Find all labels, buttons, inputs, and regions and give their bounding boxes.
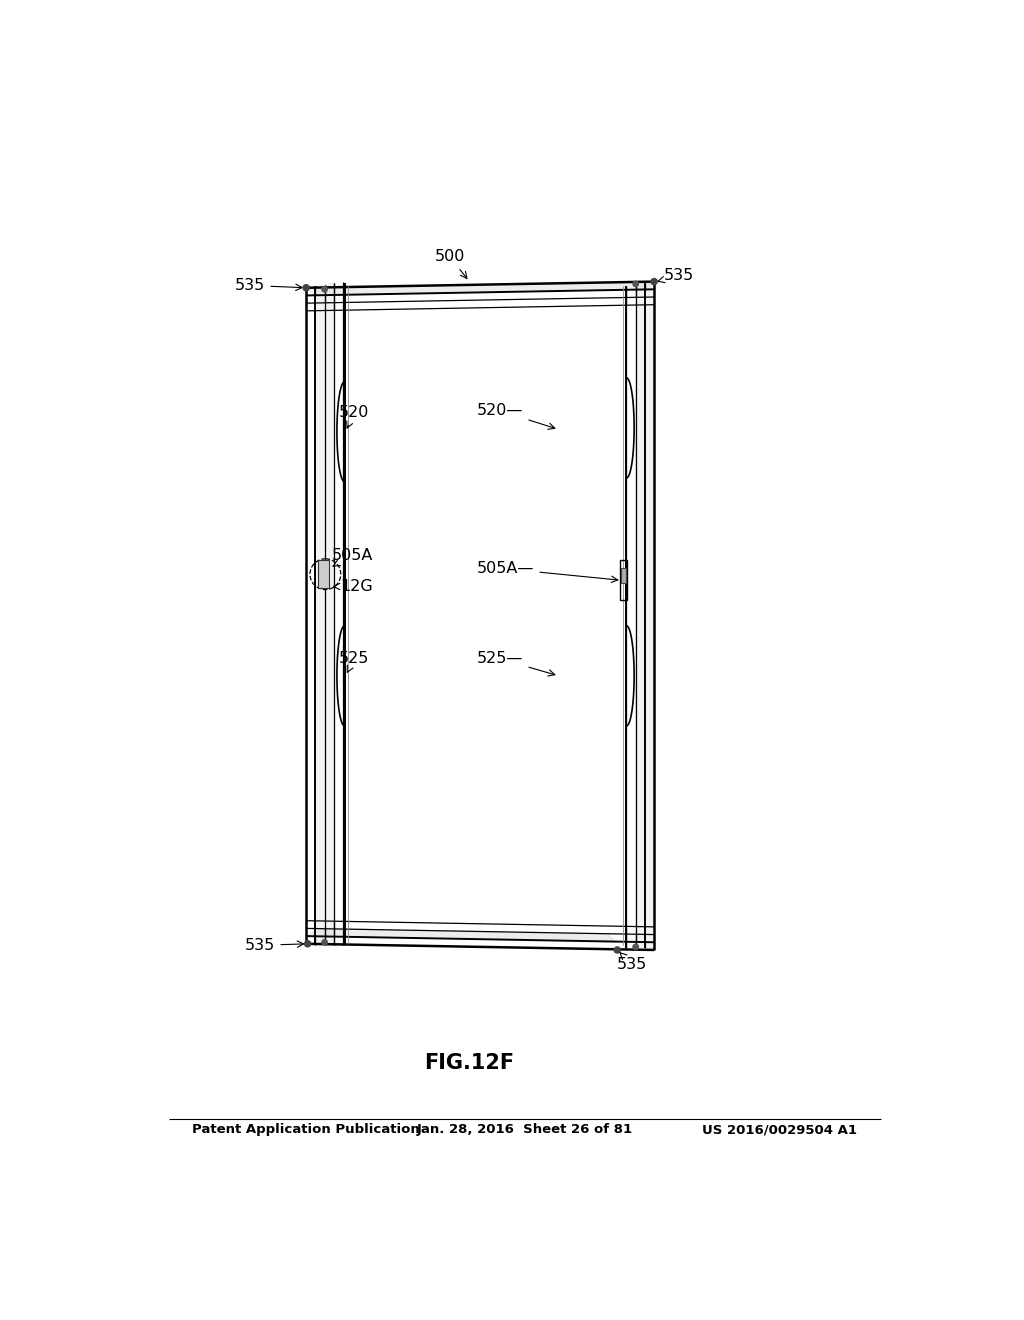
Text: 520—: 520— (477, 404, 555, 429)
Text: 535: 535 (245, 937, 304, 953)
Polygon shape (307, 928, 617, 942)
Polygon shape (636, 281, 654, 950)
Circle shape (304, 941, 310, 946)
Text: 535: 535 (236, 279, 302, 293)
Circle shape (633, 281, 638, 286)
Text: 500: 500 (435, 249, 467, 279)
Text: 525—: 525— (477, 651, 555, 676)
Text: 520: 520 (339, 405, 370, 428)
Text: 12G: 12G (334, 579, 373, 594)
Text: Patent Application Publication: Patent Application Publication (193, 1123, 420, 1137)
Circle shape (322, 940, 328, 945)
Bar (620, 560, 628, 601)
Circle shape (633, 944, 638, 949)
Text: 505A—: 505A— (477, 561, 617, 582)
Text: US 2016/0029504 A1: US 2016/0029504 A1 (702, 1123, 857, 1137)
Text: 505A: 505A (332, 548, 373, 566)
Bar (621, 568, 626, 583)
Circle shape (651, 279, 657, 285)
Circle shape (303, 285, 309, 290)
Circle shape (322, 286, 328, 292)
Text: Jan. 28, 2016  Sheet 26 of 81: Jan. 28, 2016 Sheet 26 of 81 (417, 1123, 633, 1137)
Text: 535: 535 (617, 952, 647, 972)
Polygon shape (315, 284, 334, 945)
Text: FIG.12F: FIG.12F (425, 1053, 515, 1073)
Bar (318, 560, 330, 589)
Polygon shape (306, 281, 654, 296)
Circle shape (614, 946, 621, 953)
Text: 525: 525 (339, 651, 370, 672)
Text: 535: 535 (658, 268, 694, 282)
